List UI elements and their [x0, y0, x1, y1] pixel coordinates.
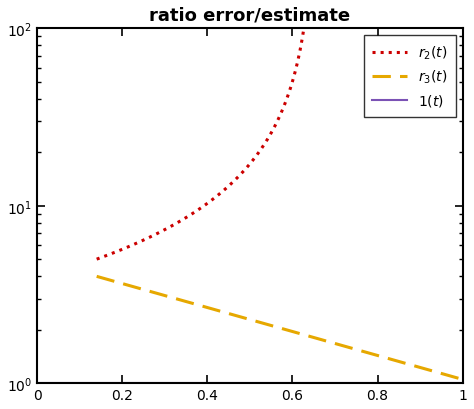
- Legend: $r_2(t)$, $r_3(t)$, $1(t)$: $r_2(t)$, $r_3(t)$, $1(t)$: [364, 36, 456, 117]
- $1(t)$: [460, 381, 465, 386]
- $1(t)$: [295, 381, 301, 386]
- $r_3(t)$: [95, 274, 101, 279]
- $r_3(t)$: [426, 367, 431, 372]
- $r_2(t)$: [228, 182, 233, 187]
- $r_2(t)$: [292, 71, 298, 76]
- $1(t)$: [288, 381, 293, 386]
- Line: $r_3(t)$: $r_3(t)$: [97, 276, 463, 380]
- $r_3(t)$: [318, 337, 323, 342]
- $r_2(t)$: [224, 186, 230, 191]
- $r_3(t)$: [310, 335, 316, 340]
- $1(t)$: [420, 381, 426, 386]
- $r_2(t)$: [223, 187, 229, 191]
- $1(t)$: [286, 381, 292, 386]
- $1(t)$: [393, 381, 399, 386]
- $1(t)$: [36, 381, 41, 386]
- $1(t)$: [34, 381, 40, 386]
- $r_3(t)$: [402, 361, 408, 366]
- $r_3(t)$: [460, 377, 465, 382]
- $r_3(t)$: [94, 274, 100, 279]
- $r_3(t)$: [312, 335, 318, 340]
- Line: $r_2(t)$: $r_2(t)$: [97, 0, 315, 260]
- $r_2(t)$: [278, 111, 284, 116]
- Title: ratio error/estimate: ratio error/estimate: [149, 7, 350, 25]
- $r_2(t)$: [94, 257, 100, 262]
- $r_2(t)$: [94, 257, 100, 262]
